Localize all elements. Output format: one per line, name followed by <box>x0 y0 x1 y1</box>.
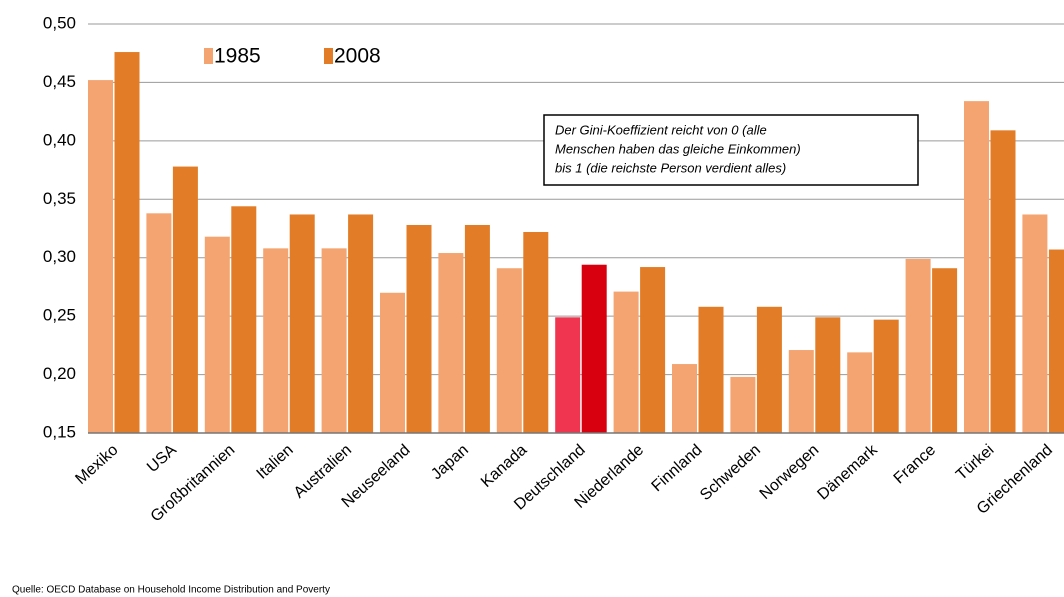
bar <box>523 232 549 433</box>
x-tick-label: Kanada <box>478 441 530 491</box>
x-tick-label: Schweden <box>697 441 764 504</box>
x-tick-label: France <box>891 441 939 487</box>
legend: 1985 2008 <box>204 45 381 68</box>
x-tick-label: USA <box>144 441 180 476</box>
y-tick-label: 0,40 <box>43 130 76 149</box>
y-tick-label: 0,15 <box>43 422 76 441</box>
bar <box>496 268 522 433</box>
y-tick-label: 0,45 <box>43 72 76 91</box>
bar <box>730 376 756 433</box>
y-tick-label: 0,25 <box>43 306 76 325</box>
x-tick-label: Dänemark <box>814 441 881 504</box>
bar <box>1048 249 1064 433</box>
bar <box>640 267 666 433</box>
x-tick-label: Italien <box>254 441 297 482</box>
x-tick-label: Japan <box>428 441 472 483</box>
bar <box>613 291 639 433</box>
bar <box>289 214 315 433</box>
legend-label: 2008 <box>334 45 381 68</box>
bar <box>231 206 257 433</box>
bar <box>555 317 581 433</box>
bar <box>114 52 140 433</box>
bar <box>406 224 432 433</box>
annotation-box <box>543 114 919 186</box>
bar <box>438 253 464 433</box>
bar <box>146 213 172 433</box>
bar <box>815 317 841 433</box>
bar <box>990 130 1016 433</box>
legend-label: 1985 <box>214 45 261 68</box>
bar <box>672 364 697 433</box>
x-tick-label: Mexiko <box>72 441 121 488</box>
plot: 0,15 0,20 0,25 0,30 0,35 0,40 0,45 0,50 Mexiko US… <box>43 13 1064 526</box>
bar <box>88 80 113 433</box>
bar <box>964 101 989 433</box>
annotation: Der Gini-Koeffizient reicht von 0 (alle … <box>543 114 919 186</box>
annotation-line: Menschen haben das gleiche Einkommen) <box>555 141 801 156</box>
bar <box>788 350 814 433</box>
bar <box>263 248 289 433</box>
bar <box>905 258 931 433</box>
bar <box>380 292 405 433</box>
legend-swatch <box>204 48 213 64</box>
x-tick-label: Türkei <box>953 441 997 483</box>
bar <box>873 319 899 433</box>
y-tick-label: 0,20 <box>43 364 76 383</box>
bar <box>698 306 724 433</box>
bar <box>756 306 782 433</box>
bar <box>1022 214 1048 433</box>
bar <box>348 214 374 433</box>
y-tick-label: 0,50 <box>43 13 76 32</box>
bar <box>172 166 198 433</box>
y-tick-label: 0,35 <box>43 189 76 208</box>
bar <box>932 268 958 433</box>
bar <box>847 352 873 433</box>
bar <box>204 236 230 433</box>
bar <box>581 264 607 433</box>
annotation-line: bis 1 (die reichste Person verdient alle… <box>555 160 786 175</box>
legend-swatch <box>324 48 333 64</box>
annotation-line: Der Gini-Koeffizient reicht von 0 (alle <box>555 122 767 137</box>
bar <box>464 224 490 433</box>
x-tick-label: Norwegen <box>757 441 823 502</box>
bar <box>321 248 347 433</box>
y-tick-label: 0,30 <box>43 247 76 266</box>
x-tick-label: Finnland <box>649 441 706 495</box>
source: Quelle: OECD Database on Household Incom… <box>12 585 330 596</box>
